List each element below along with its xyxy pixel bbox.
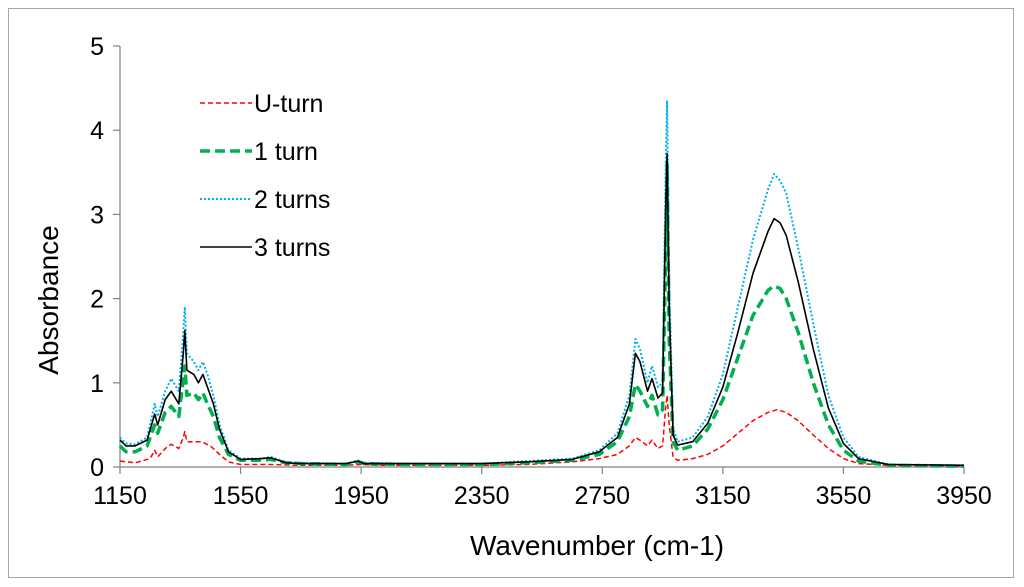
x-axis-title: Wavenumber (cm-1) <box>470 530 724 561</box>
y-axis-title: Absorbance <box>33 225 64 374</box>
axes <box>113 45 965 474</box>
legend-label: 1 turn <box>254 138 318 166</box>
y-tick-label: 0 <box>90 454 104 482</box>
series-line-2-turns <box>119 99 965 467</box>
series-layer <box>118 99 965 468</box>
x-tick-label: 1950 <box>333 482 389 510</box>
x-tick-label: 3550 <box>816 482 872 510</box>
x-tick-label: 2750 <box>574 482 630 510</box>
legend-label: U-turn <box>254 90 323 118</box>
series-line-u-turn <box>119 394 965 467</box>
series-line-1-turn <box>118 162 965 468</box>
y-tick-label: 3 <box>90 201 104 229</box>
x-tick-label: 3150 <box>695 482 751 510</box>
x-tick-label: 1550 <box>213 482 269 510</box>
y-tick-label: 4 <box>90 117 104 145</box>
legend-label: 3 turns <box>254 234 330 262</box>
x-tick-label: 1150 <box>93 482 147 510</box>
chart-frame <box>8 8 1014 578</box>
x-tick-label: 2350 <box>454 482 510 510</box>
legend-label: 2 turns <box>254 186 330 214</box>
x-tick-label: 3950 <box>936 482 992 510</box>
series-line-3-turns <box>119 153 965 467</box>
y-tick-label: 2 <box>90 286 104 314</box>
y-tick-label: 1 <box>90 370 104 398</box>
legend: U-turn 1 turn 2 turns 3 turns <box>200 90 330 262</box>
tick-labels: 0 1 2 3 4 5 1150 1550 1950 2350 2750 3150 3550 3950 <box>90 33 992 510</box>
y-tick-label: 5 <box>90 33 104 61</box>
